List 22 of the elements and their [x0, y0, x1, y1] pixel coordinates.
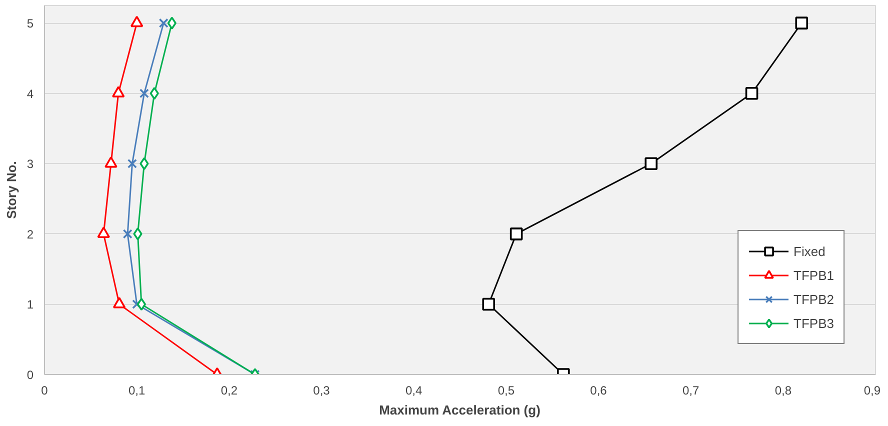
- x-tick-label: 0,2: [220, 384, 238, 398]
- y-tick-label: 4: [26, 86, 34, 101]
- x-tick-label: 0,6: [590, 384, 608, 398]
- x-tick-label: 0,9: [864, 384, 881, 398]
- x-tick-label: 0,7: [682, 384, 700, 398]
- x-tick-label: 0,4: [405, 384, 422, 398]
- x-tick-label: 0,8: [774, 384, 792, 398]
- y-axis-title: Story No.: [4, 161, 19, 219]
- x-tick-label: 0: [41, 384, 48, 398]
- y-tick-label: 1: [26, 298, 34, 312]
- x-tick-label: 0,1: [128, 384, 146, 398]
- y-tick-label: 0: [26, 368, 34, 382]
- y-tick-label: 5: [26, 16, 34, 31]
- legend-label: TFPB1: [794, 268, 834, 282]
- x-axis-title: Maximum Acceleration (g): [379, 402, 540, 418]
- legend-label: TFPB2: [794, 292, 834, 306]
- y-tick-label: 2: [26, 227, 34, 242]
- x-tick-label: 0,3: [313, 384, 330, 398]
- x-tick-label: 0,5: [498, 384, 515, 398]
- legend-label: TFPB3: [794, 316, 834, 330]
- legend-label: Fixed: [794, 244, 826, 258]
- y-tick-label: 3: [26, 157, 34, 172]
